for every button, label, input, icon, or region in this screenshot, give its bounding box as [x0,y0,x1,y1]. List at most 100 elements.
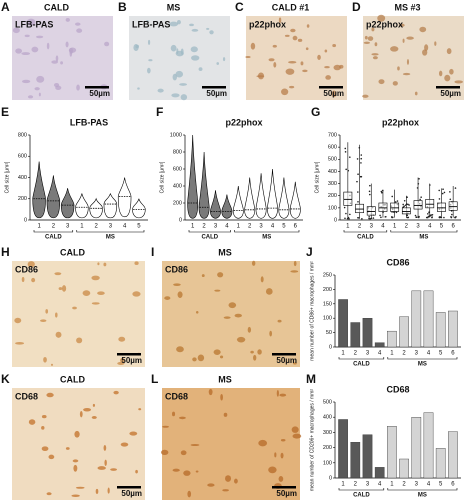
bar [374,467,385,479]
x-tick-label: 1 [390,482,394,488]
cell [91,302,100,305]
panel-letter: E [1,105,9,119]
dot [349,156,351,158]
dot [443,216,445,219]
cell [28,419,36,425]
x-tick-label: 3 [366,482,370,488]
dot [416,187,419,189]
y-tick-label: 400 [328,169,337,175]
dot [402,203,404,206]
cell [172,411,176,417]
x-tick-label: 1 [191,224,195,230]
cell [76,84,80,91]
violin [289,181,301,219]
cell [234,478,238,484]
dot [441,192,444,195]
cell [367,36,374,41]
cell [21,79,31,84]
y-tick-label: 1000 [170,132,182,138]
cell [198,67,203,72]
dot [360,175,363,178]
cell [97,262,100,266]
panel-letter: B [118,0,127,14]
image-title: MS [218,247,232,257]
x-tick-label: 6 [451,482,455,488]
violin [198,151,210,219]
cell [172,468,180,472]
dot [357,200,359,203]
violin [255,173,267,219]
violin [267,168,278,219]
dot [455,215,457,218]
y-axis-label: Cell size [µm²] [159,161,165,193]
cell [134,261,139,265]
cell [292,433,302,439]
dot [347,169,350,172]
group-bracket [390,230,458,233]
cell [331,90,337,98]
cell [268,466,277,474]
cell [371,27,375,32]
cell [160,449,169,455]
dot [369,193,371,196]
group-bracket [188,230,231,233]
cell [234,313,242,318]
x-tick-label: 1 [37,224,41,230]
x-tick-label: 2 [354,351,358,357]
panel-letter: H [1,245,10,259]
dot [346,217,349,220]
cell [364,35,368,40]
image-title: MS [167,2,181,12]
cell [103,444,107,451]
panel-letter: L [151,372,158,386]
x-tick-label: 5 [137,224,141,230]
cell [197,354,205,362]
cell [284,34,290,37]
violin [210,190,221,219]
scale-label: 50µm [89,89,110,98]
bar [350,442,361,479]
x-tick-label: 2 [402,351,406,357]
dot [428,215,431,217]
y-tick-label: 300 [328,181,337,187]
dot [429,214,432,217]
cell [397,66,400,71]
y-tick-label: 400 [173,183,182,189]
cell [374,42,378,47]
cell [103,262,107,267]
cell [135,469,138,474]
chart-title: CD68 [386,384,409,394]
cell [41,414,47,419]
cell [14,317,22,324]
cell [95,488,99,494]
y-tick-label: 400 [18,175,27,181]
cell [195,310,199,314]
dot [361,217,363,220]
box [413,200,423,210]
y-tick-label: 0 [329,344,332,350]
y-tick-label: 200 [323,287,332,293]
cell [54,272,62,276]
dot [345,212,347,215]
cell [36,35,44,39]
scale-label: 50µm [121,489,142,498]
cell [280,452,284,459]
cell [325,75,331,80]
x-tick-label: 1 [341,482,345,488]
dot [431,216,433,218]
cell [24,34,30,38]
cell [363,41,371,44]
cell [180,94,188,101]
cell [402,72,411,76]
cell [434,41,437,46]
cell [191,28,199,32]
chart-title: LFB-PAS [70,117,108,127]
cell [285,68,295,75]
cell [278,17,282,24]
panel-letter: I [151,245,154,259]
cell [302,69,308,73]
cell [55,312,58,318]
x-tick-label: 4 [378,351,382,357]
scale-bar [319,86,343,89]
cell [306,24,310,28]
